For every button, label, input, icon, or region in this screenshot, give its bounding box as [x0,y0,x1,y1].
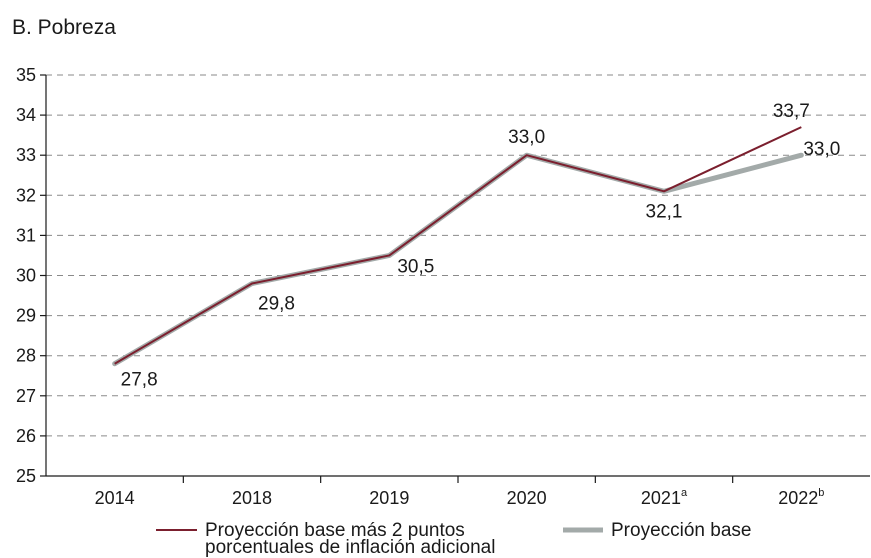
data-label: 33,7 [773,101,810,122]
legend-label-proyeccion-base: Proyección base [611,520,751,541]
x-tick-label: 2021a [641,487,688,508]
x-tick-label: 2022b [778,487,824,508]
series-line-proyeccion-inflacion [114,126,802,365]
data-label: 33,0 [803,139,840,160]
y-axis-ticks: 25 26 27 28 29 30 31 32 33 34 35 [16,65,46,486]
data-label: 30,5 [397,256,434,277]
y-tick-label: 28 [16,346,36,366]
legend-label-proyeccion-inflacion: porcentuales de inflación adicional [205,537,495,558]
y-tick-label: 33 [16,145,36,165]
data-labels: 27,8 29,8 30,5 33,0 32,1 33,7 33,0 [121,101,841,391]
gridlines [46,74,870,437]
y-tick-label: 35 [16,65,36,85]
x-tick-label: 2018 [232,488,272,508]
y-tick-label: 25 [16,466,36,486]
y-tick-label: 26 [16,426,36,446]
y-tick-label: 34 [16,105,36,125]
y-tick-label: 27 [16,386,36,406]
y-tick-label: 30 [16,266,36,286]
legend: Proyección base más 2 puntosporcentuales… [156,520,751,558]
legend-label-proyeccion-inflacion: Proyección base más 2 puntos [205,520,465,541]
chart-title: B. Pobreza [12,16,116,39]
x-tick-label: 2014 [95,488,135,508]
y-tick-label: 29 [16,306,36,326]
series-lines [112,126,804,367]
data-label: 29,8 [258,294,295,315]
x-axis-ticks: 2014 2018 2019 2020 2021a 2022b [95,476,824,508]
x-tick-label: 2019 [369,488,409,508]
series-line-proyeccion-base [112,152,804,367]
x-tick-label: 2020 [507,488,547,508]
data-label: 27,8 [121,370,158,391]
data-label: 33,0 [508,127,545,148]
y-tick-label: 32 [16,185,36,205]
y-tick-label: 31 [16,225,36,245]
data-label: 32,1 [646,201,683,222]
